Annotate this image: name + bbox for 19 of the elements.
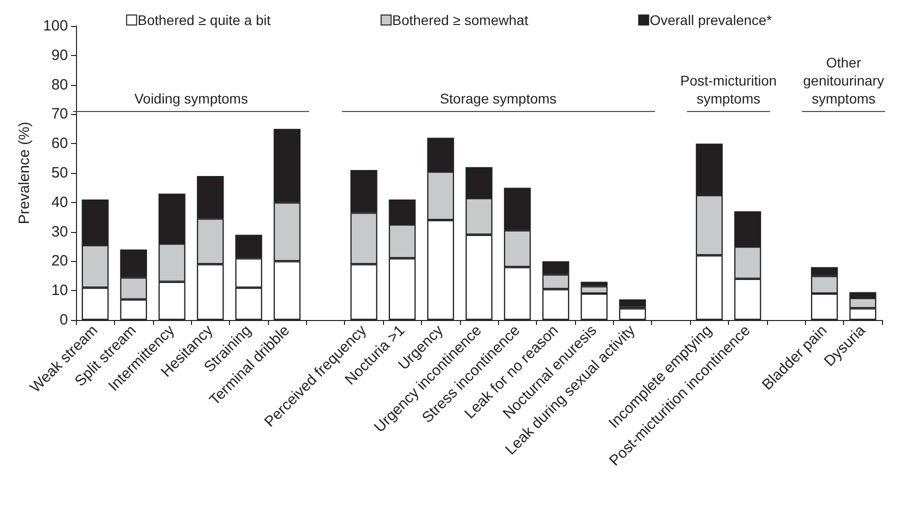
y-tick-label: 30 <box>51 223 68 240</box>
y-tick-label: 90 <box>51 46 68 64</box>
annotation: Storage symptoms <box>440 90 557 106</box>
legend-label: Bothered ≥ quite a bit <box>138 12 271 28</box>
y-tick-label: 20 <box>51 252 68 270</box>
y-tick-label: 10 <box>51 282 68 300</box>
y-tick-label: 80 <box>51 76 68 94</box>
legend-label: Bothered ≥ somewhat <box>392 12 528 28</box>
y-tick-label: 100 <box>42 18 68 34</box>
annotation: Post-micturition symptoms <box>680 72 777 106</box>
y-tick-label: 0 <box>60 312 68 328</box>
legend-label: Overall prevalence* <box>650 12 772 28</box>
y-axis-title: Prevalence (%) <box>16 122 34 224</box>
annotation: Other genitourinary symptoms <box>803 54 884 106</box>
y-tick-label: 70 <box>51 106 68 123</box>
y-tick-label: 40 <box>51 194 68 211</box>
annotation: Voiding symptoms <box>134 90 248 106</box>
y-tick-label: 50 <box>51 164 68 182</box>
y-tick-label: 60 <box>51 135 68 152</box>
